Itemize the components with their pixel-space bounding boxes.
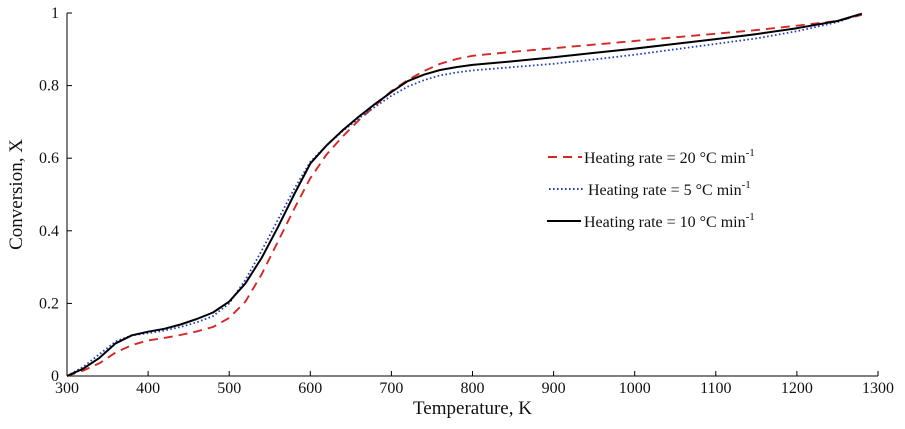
y-tick-label: 0: [51, 368, 59, 385]
y-tick-label: 0.8: [39, 78, 59, 95]
x-tick-label: 300: [55, 380, 79, 397]
x-tick-label: 1300: [862, 380, 894, 397]
y-tick-label: 1: [51, 5, 59, 22]
x-tick-label: 800: [461, 380, 485, 397]
legend-label: Heating rate = 20 °C min-1: [584, 147, 755, 167]
x-tick-label: 400: [136, 380, 160, 397]
legend-item-3: Heating rate = 10 °C min-1: [547, 211, 755, 231]
legend-label-superscript: -1: [742, 179, 751, 191]
legend-label-superscript: -1: [746, 211, 755, 223]
axes: 300 400 500 600 700 800 900 1000 1100 1200 1300 00…: [39, 5, 894, 397]
y-tick-label: 0.2: [39, 295, 59, 312]
series-layer: [66, 12, 863, 377]
x-tick-label: 1200: [781, 380, 813, 397]
x-tick-label: 1100: [700, 380, 731, 397]
x-tick-label: 500: [217, 380, 241, 397]
legend-label-text: Heating rate = 5 °C min: [588, 182, 742, 199]
x-tick-label: 600: [298, 380, 322, 397]
y-tick-label: 0.6: [39, 150, 59, 167]
x-tick-label: 1000: [619, 380, 651, 397]
legend-label: Heating rate = 10 °C min-1: [584, 211, 755, 231]
y-tick-label: 0.4: [39, 223, 59, 240]
series-line-3: [66, 12, 863, 377]
series-line-2: [66, 12, 863, 377]
legend-label-text: Heating rate = 20 °C min: [584, 150, 746, 167]
y-ticks: 0 0.2 0.4 0.6 0.8 1: [39, 5, 72, 385]
legend-item-1: Heating rate = 20 °C min-1: [548, 147, 755, 167]
legend-label-text: Heating rate = 10 °C min: [584, 214, 746, 231]
y-axis-label: Conversion, X: [6, 139, 27, 250]
x-tick-label: 900: [542, 380, 566, 397]
x-axis-label: Temperature, K: [413, 398, 532, 419]
legend-item-2: Heating rate = 5 °C min-1: [549, 179, 751, 199]
legend-label-superscript: -1: [746, 147, 755, 159]
x-ticks: 300 400 500 600 700 800 900 1000 1100 1200 1300: [55, 371, 894, 397]
x-tick-label: 700: [379, 380, 403, 397]
legend-label: Heating rate = 5 °C min-1: [588, 179, 751, 199]
